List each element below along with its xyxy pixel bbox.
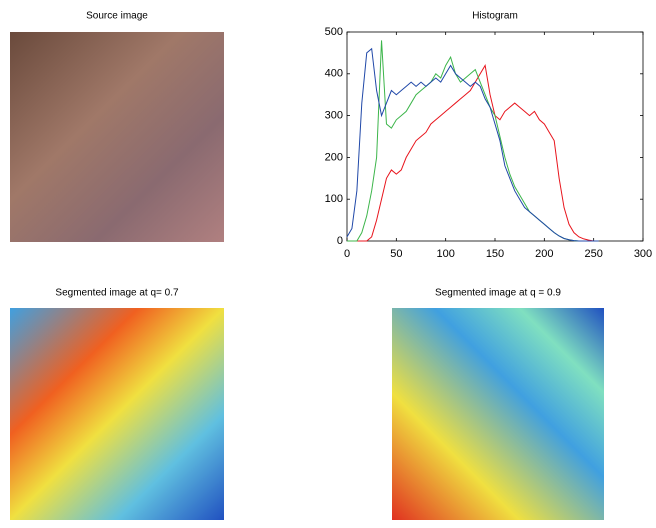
x-tick-label: 50 (390, 248, 402, 260)
y-tick-label: 0 (337, 235, 343, 247)
page: {"images": [{"title": "Source image"}, {… (0, 0, 656, 528)
y-tick-label: 300 (325, 110, 343, 122)
segmented-image (392, 308, 604, 520)
y-tick-label: 200 (325, 151, 343, 163)
image-title: Segmented image at q = 0.9 (435, 288, 561, 299)
y-tick-label: 400 (325, 68, 343, 80)
x-tick-label: 250 (584, 248, 602, 260)
image-title: Source image (86, 11, 148, 22)
x-tick-label: 150 (486, 248, 504, 260)
y-tick-label: 500 (325, 26, 343, 38)
segmented-image (10, 308, 224, 520)
x-tick-label: 200 (535, 248, 553, 260)
x-tick-label: 100 (436, 248, 454, 260)
x-tick-label: 0 (344, 248, 350, 260)
figure: Source image Segmented image at q= 0.7 S… (0, 0, 656, 528)
source-image (10, 32, 224, 242)
y-tick-label: 100 (325, 193, 343, 205)
image-title: Segmented image at q= 0.7 (55, 288, 179, 299)
chart-title: Histogram (472, 11, 518, 22)
x-tick-label: 300 (634, 248, 652, 260)
plot-frame (347, 32, 643, 241)
